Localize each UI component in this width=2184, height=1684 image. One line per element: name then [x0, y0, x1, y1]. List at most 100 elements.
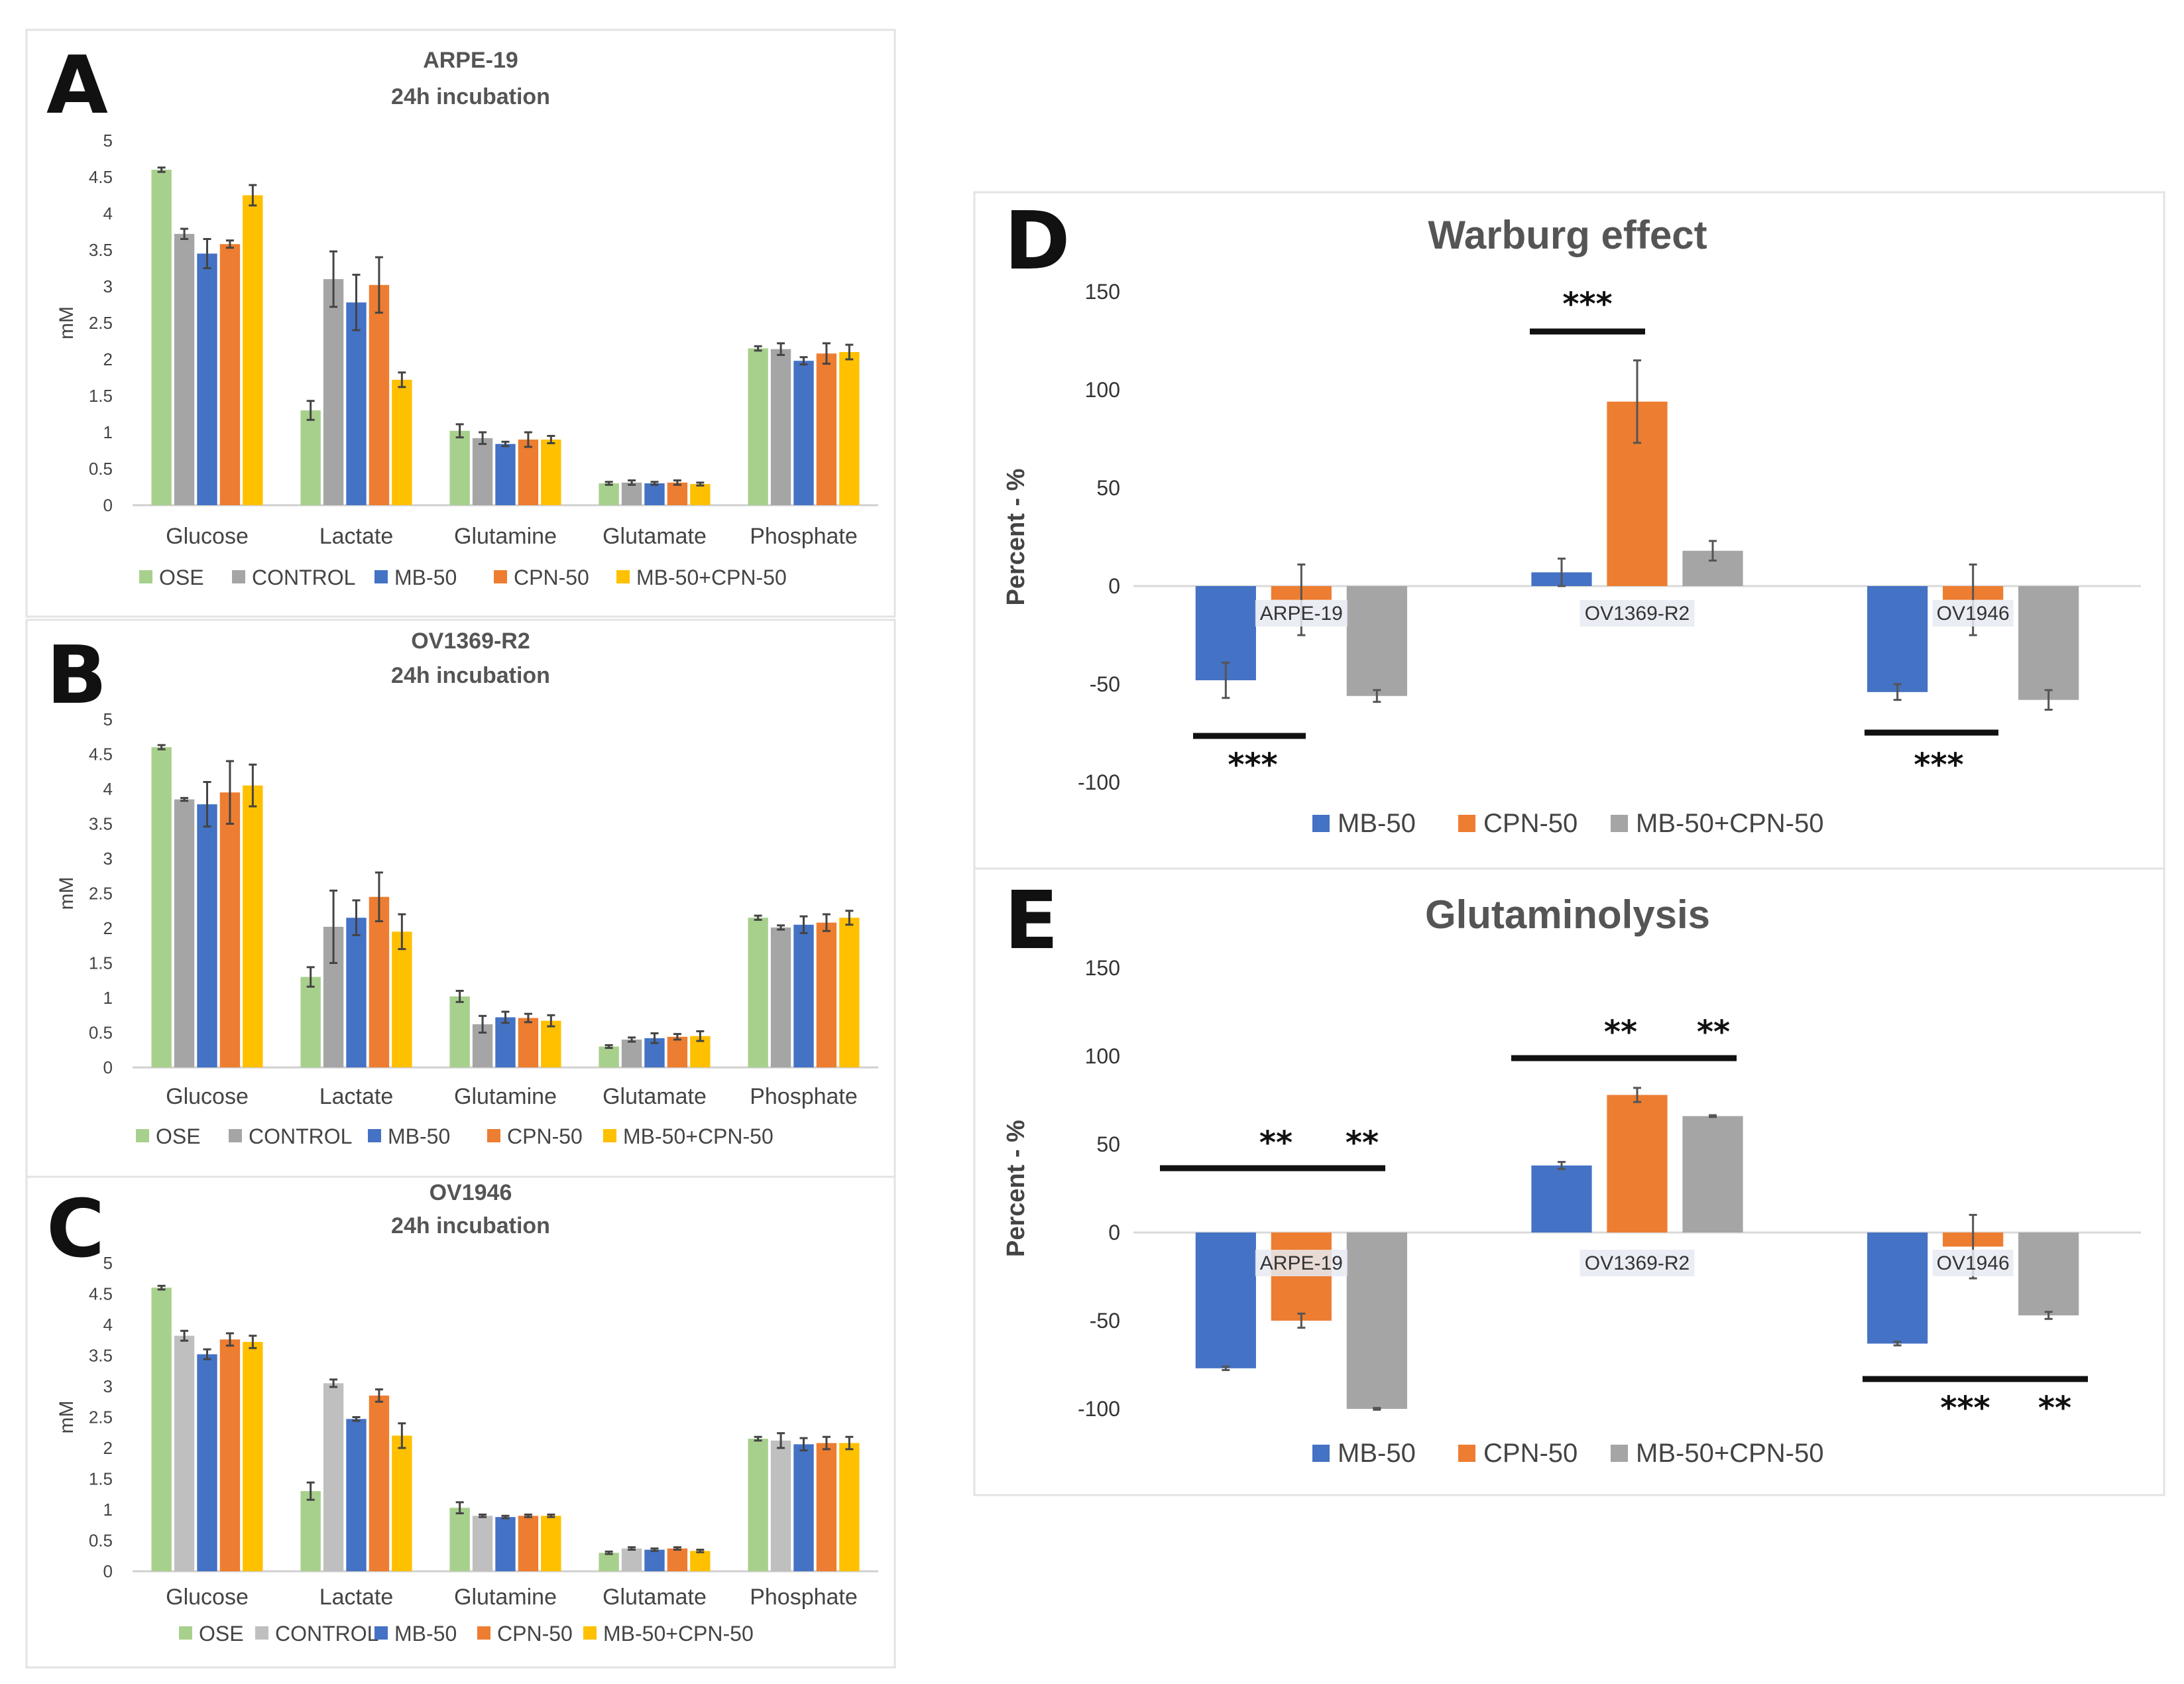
panel-letter: D	[1004, 196, 1070, 288]
bar	[518, 440, 539, 505]
y-tick-label: 0.5	[89, 1531, 113, 1551]
y-tick-label: 0	[1108, 1221, 1120, 1244]
bar	[1531, 1165, 1592, 1233]
legend-label: OSE	[199, 1622, 244, 1646]
chart-title: Glutaminolysis	[1425, 892, 1710, 937]
y-tick-label: 2.5	[89, 1408, 113, 1427]
bar	[621, 1040, 642, 1067]
y-tick-label: -100	[1078, 770, 1120, 794]
bar	[151, 747, 172, 1067]
bar	[816, 1443, 837, 1571]
legend-swatch	[179, 1626, 192, 1640]
y-tick-label: 1	[103, 988, 113, 1008]
bar	[300, 977, 321, 1067]
legend-label: MB-50+CPN-50	[623, 1124, 774, 1148]
y-tick-label: 4	[103, 779, 113, 799]
x-category-label: Glutamate	[603, 524, 707, 549]
bar	[599, 483, 619, 505]
bar	[690, 484, 711, 505]
bar	[300, 1491, 321, 1571]
y-tick-label: 50	[1096, 1132, 1120, 1156]
x-category-label: Lactate	[319, 1084, 394, 1109]
y-tick-label: 2	[103, 918, 113, 938]
legend-swatch	[374, 570, 388, 583]
y-tick-label: 3	[103, 849, 113, 869]
bar	[472, 438, 493, 505]
y-tick-label: 0	[103, 495, 113, 515]
legend-swatch	[1611, 815, 1628, 832]
bar	[1195, 1233, 1256, 1368]
bar	[748, 918, 768, 1067]
bar	[644, 1549, 665, 1571]
x-category-label: Glucose	[166, 524, 249, 549]
y-axis-label: mM	[56, 877, 78, 910]
x-category-label: Glutamine	[454, 1084, 557, 1109]
x-category-label: OV1946	[1937, 603, 2010, 625]
bar	[346, 918, 367, 1067]
legend-label: CONTROL	[252, 566, 355, 589]
bar	[449, 996, 470, 1067]
x-category-label: Glucose	[166, 1084, 249, 1109]
legend-label: MB-50	[394, 566, 457, 589]
y-tick-label: 0	[103, 1561, 113, 1581]
bar	[300, 410, 321, 505]
bar	[644, 483, 665, 505]
panel-letter: E	[1004, 875, 1059, 967]
legend-swatch	[232, 570, 245, 583]
significance-stars: **	[2038, 1390, 2071, 1427]
bar	[449, 1508, 470, 1571]
bar	[839, 1443, 860, 1571]
x-category-label: Phosphate	[750, 1585, 858, 1610]
y-tick-label: 4	[103, 204, 113, 223]
legend-swatch	[374, 1626, 388, 1640]
bar	[495, 444, 516, 505]
x-category-label: Glucose	[166, 1585, 249, 1610]
panel-frame	[973, 191, 2165, 870]
bar	[1271, 1233, 1332, 1321]
panel-c: C OV1946 24h incubation 0 0.5 1 1.5 2 2.5 3 3.5 4 4.…	[25, 1175, 896, 1669]
y-tick-label: -50	[1090, 1309, 1120, 1333]
x-category-label: OV1946	[1937, 1252, 2010, 1274]
legend-swatch	[229, 1129, 242, 1142]
significance-stars: ***	[1228, 747, 1277, 784]
legend-swatch	[1611, 1445, 1628, 1462]
significance-stars: **	[1346, 1124, 1379, 1162]
bar	[690, 1551, 711, 1571]
category-label-box	[1255, 1250, 1348, 1276]
category-label-box	[1580, 1250, 1695, 1276]
bar	[219, 1339, 241, 1571]
y-tick-label: 0	[103, 1057, 113, 1077]
category-label-box	[1580, 600, 1695, 627]
y-axis-label: Percent - %	[1002, 469, 1030, 606]
bar	[174, 1335, 195, 1571]
bar	[793, 924, 814, 1067]
legend-swatch	[487, 1129, 500, 1142]
bar	[621, 482, 642, 505]
legend-swatch	[1312, 1445, 1330, 1462]
significance-stars: **	[1604, 1014, 1637, 1051]
bar	[2018, 1233, 2079, 1316]
significance-stars: **	[1259, 1124, 1293, 1162]
bar	[1607, 1095, 1668, 1233]
y-tick-label: 5	[103, 131, 113, 150]
chart-title-line1: ARPE-19	[423, 48, 518, 73]
legend-label: CONTROL	[275, 1622, 378, 1646]
x-category-label: Glutamine	[454, 1585, 557, 1610]
legend-swatch	[583, 1626, 597, 1640]
bar	[197, 253, 217, 505]
y-tick-label: 2.5	[89, 884, 113, 904]
bar	[392, 932, 412, 1067]
legend-label: OSE	[156, 1124, 201, 1148]
bar	[219, 792, 241, 1067]
bar	[323, 279, 344, 505]
bar	[2018, 586, 2079, 700]
bar	[174, 799, 195, 1067]
panel-e: E Glutaminolysis -100 -50 0 50 100 150 Percent -…	[973, 867, 2165, 1496]
y-tick-label: 3.5	[89, 814, 113, 834]
bar	[667, 1548, 688, 1571]
y-tick-label: 2	[103, 1438, 113, 1458]
x-category-label: Phosphate	[750, 1084, 858, 1109]
chart-title-line2: 24h incubation	[391, 663, 550, 688]
y-tick-label: 0.5	[89, 459, 113, 479]
y-tick-label: 5	[103, 709, 113, 729]
